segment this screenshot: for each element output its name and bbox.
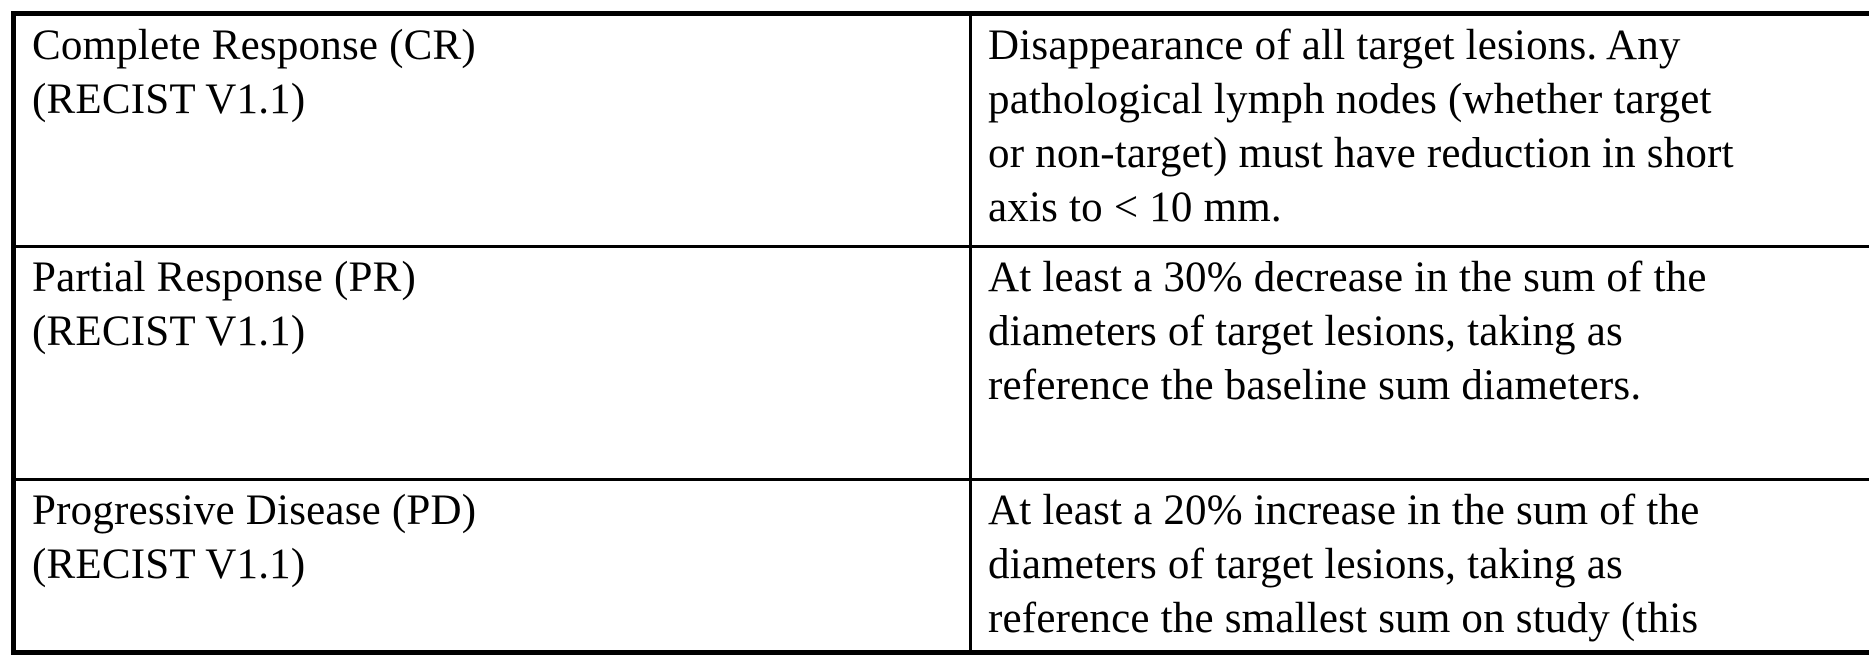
definition-cell-complete-response: Disappearance of all target lesions. Any…: [969, 12, 1869, 248]
table-body: Complete Response (CR) (RECIST V1.1) Dis…: [12, 12, 1869, 654]
table-row-partial-response: Partial Response (PR) (RECIST V1.1) At l…: [12, 245, 1869, 481]
table-row-progressive-disease: Progressive Disease (PD) (RECIST V1.1) A…: [12, 478, 1869, 654]
table-row-complete-response: Complete Response (CR) (RECIST V1.1) Dis…: [12, 12, 1869, 248]
term-cell-partial-response: Partial Response (PR) (RECIST V1.1): [12, 245, 972, 481]
definition-cell-partial-response: At least a 30% decrease in the sum of th…: [969, 245, 1869, 481]
term-cell-complete-response: Complete Response (CR) (RECIST V1.1): [12, 12, 972, 248]
definition-cell-progressive-disease: At least a 20% increase in the sum of th…: [969, 478, 1869, 654]
term-cell-progressive-disease: Progressive Disease (PD) (RECIST V1.1): [12, 478, 972, 654]
recist-response-criteria-table: Complete Response (CR) (RECIST V1.1) Dis…: [11, 11, 1869, 655]
